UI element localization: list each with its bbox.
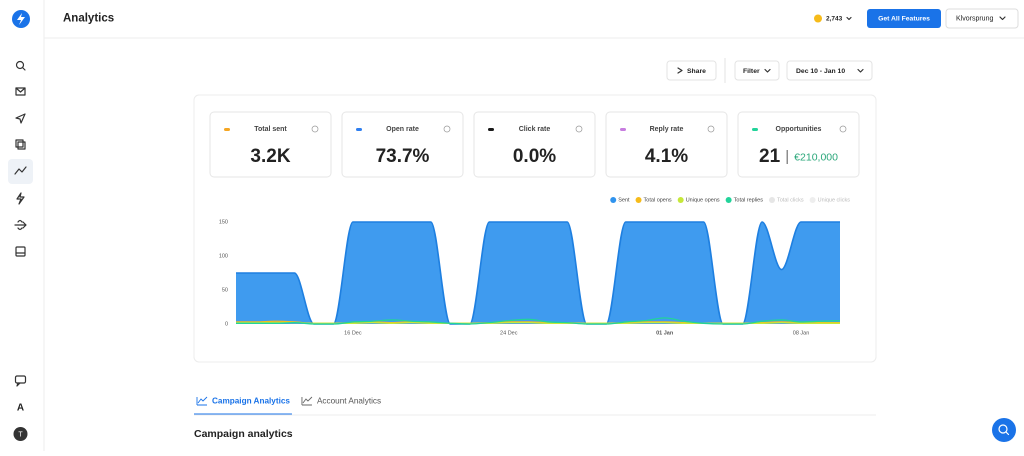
series-line: [236, 317, 841, 325]
date-range-button[interactable]: [786, 60, 873, 81]
stat-secondary: €210,000: [794, 151, 838, 163]
stat-value: 73.7%: [376, 146, 430, 167]
stat-label: Opportunities: [776, 126, 822, 133]
legend-label[interactable]: Total replies: [734, 197, 764, 203]
legend-label[interactable]: Unique opens: [686, 197, 720, 203]
stat-card: [737, 111, 860, 178]
info-icon: [575, 125, 583, 133]
stat-dot: [356, 128, 362, 131]
nav-analytics[interactable]: [14, 166, 27, 175]
legend-swatch[interactable]: [725, 197, 732, 203]
stat-dot: [224, 128, 230, 131]
avatar-letter: T: [18, 431, 23, 438]
stat-value: 21: [759, 146, 781, 167]
info-icon: [443, 125, 451, 133]
nav-automation[interactable]: [16, 192, 25, 205]
stat-value: 4.1%: [645, 146, 688, 167]
share-button[interactable]: [666, 60, 717, 81]
nav-inbox-tray[interactable]: [15, 246, 26, 257]
share-label: Share: [687, 68, 706, 75]
stat-label: Click rate: [519, 126, 551, 133]
stat-dot: [752, 128, 758, 131]
filter-button[interactable]: [734, 60, 780, 81]
y-tick-label: 100: [219, 253, 228, 259]
tab[interactable]: Account Analytics: [317, 397, 381, 406]
x-tick-label: 24 Dec: [500, 330, 518, 336]
x-tick-label: 16 Dec: [344, 330, 362, 336]
stat-card: [341, 111, 464, 178]
nav-integrations[interactable]: [14, 219, 27, 231]
stat-dot: [488, 128, 494, 131]
legend-label[interactable]: Unique clicks: [818, 197, 851, 203]
x-tick-label: 08 Jan: [793, 330, 810, 336]
date-range: Dec 10 - Jan 10: [796, 68, 845, 75]
workspace-name: Klvorsprung: [956, 15, 993, 22]
help-button[interactable]: [992, 418, 1016, 442]
stats-row: Total sent 3.2K Open rate 73.7% Click rate 0.…: [209, 111, 860, 178]
workspace-select[interactable]: [945, 8, 1019, 29]
legend-label[interactable]: Sent: [618, 197, 630, 203]
stat-card: [473, 111, 596, 178]
stat-value: 0.0%: [513, 146, 556, 167]
stat-card: [209, 111, 332, 178]
tab-icon: [196, 396, 208, 406]
tabs: Campaign Analytics Account Analytics: [194, 397, 381, 416]
nav-send[interactable]: [15, 113, 26, 124]
stat-label: Total sent: [254, 126, 287, 133]
nav-feedback[interactable]: [14, 375, 27, 387]
logo-bolt: [17, 13, 25, 25]
page-title: Analytics: [63, 13, 114, 25]
info-icon: [311, 125, 319, 133]
legend-label[interactable]: Total opens: [644, 197, 672, 203]
credits[interactable]: 2,743: [826, 16, 843, 23]
tab[interactable]: Campaign Analytics: [212, 397, 290, 406]
credits-icon: [814, 14, 822, 23]
info-icon: [707, 125, 715, 133]
help-icon-handle: [1005, 431, 1010, 436]
avatar[interactable]: [13, 427, 28, 441]
upgrade-label: Get All Features: [878, 15, 930, 22]
legend-swatch[interactable]: [635, 197, 642, 203]
legend-swatch[interactable]: [769, 197, 775, 203]
tab-icon: [301, 396, 313, 406]
y-tick-label: 150: [219, 219, 228, 225]
stat-value-group: 21 €210,000: [759, 146, 838, 167]
legend-swatch[interactable]: [809, 197, 816, 203]
stat-label: Reply rate: [650, 126, 684, 133]
stat-card: [605, 111, 728, 178]
chart: 0 50 100 150 16 Dec 24 Dec 01 Jan 08 Jan Unique …: [219, 197, 850, 336]
stat-dot: [620, 128, 626, 131]
stat-label: Open rate: [386, 126, 419, 133]
date-caret: [857, 68, 864, 73]
section-title: Campaign analytics: [194, 428, 293, 440]
y-tick-label: 0: [225, 321, 228, 327]
nav-templates[interactable]: [15, 139, 26, 150]
share-icon: [677, 67, 683, 74]
workspace-caret: [999, 16, 1006, 21]
nav-inbox[interactable]: [15, 87, 26, 96]
info-icon: [839, 125, 847, 133]
filter-caret: [764, 68, 771, 73]
filter-label: Filter: [743, 68, 760, 75]
nav-active-bg: [8, 159, 33, 184]
workspace-letter[interactable]: A: [17, 403, 24, 414]
stat-value: 3.2K: [250, 146, 290, 167]
upgrade-button[interactable]: [867, 9, 941, 28]
x-tick-label: 01 Jan: [656, 330, 674, 336]
area: [236, 222, 840, 324]
legend-label[interactable]: Total clicks: [777, 197, 804, 203]
credits-caret: [846, 16, 852, 21]
help-icon: [998, 424, 1008, 434]
y-tick-label: 50: [222, 287, 228, 293]
legend-swatch[interactable]: [677, 197, 684, 203]
legend-swatch[interactable]: [610, 197, 617, 203]
nav-search[interactable]: [15, 60, 26, 71]
